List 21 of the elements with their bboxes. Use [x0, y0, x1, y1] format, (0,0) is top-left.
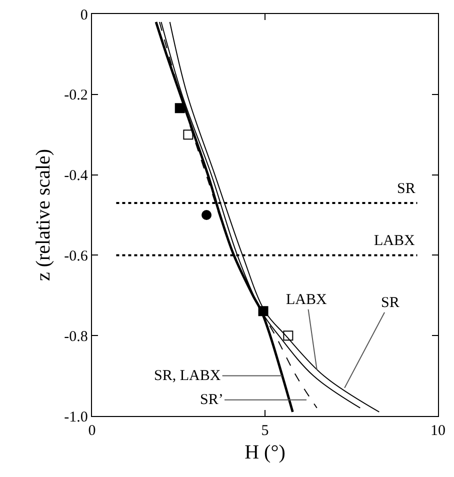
y-axis-title: z (relative scale) [32, 148, 55, 282]
x-tick-label: 10 [430, 423, 446, 440]
y-tick-label: -0.2 [64, 88, 88, 104]
ref-line-label: LABX [374, 233, 415, 249]
annotation: SR, LABX [154, 368, 221, 384]
y-tick-label: -0.6 [64, 248, 88, 264]
y-tick-label: -0.4 [64, 168, 88, 184]
point [258, 306, 268, 316]
y-tick-label: -0.8 [64, 328, 88, 345]
y-tick-label: -1.0 [64, 409, 88, 426]
annotation: LABX [286, 292, 327, 308]
point [174, 103, 185, 114]
point [202, 210, 212, 220]
x-axis-title: H (°) [244, 442, 286, 464]
annotation: SR [381, 295, 400, 311]
x-tick-label: 5 [261, 423, 269, 440]
point [283, 330, 294, 341]
y-tick-label: 0 [80, 7, 88, 24]
annotation: SR’ [200, 392, 224, 408]
ref-line-label: SR [397, 181, 416, 197]
point [183, 130, 194, 140]
